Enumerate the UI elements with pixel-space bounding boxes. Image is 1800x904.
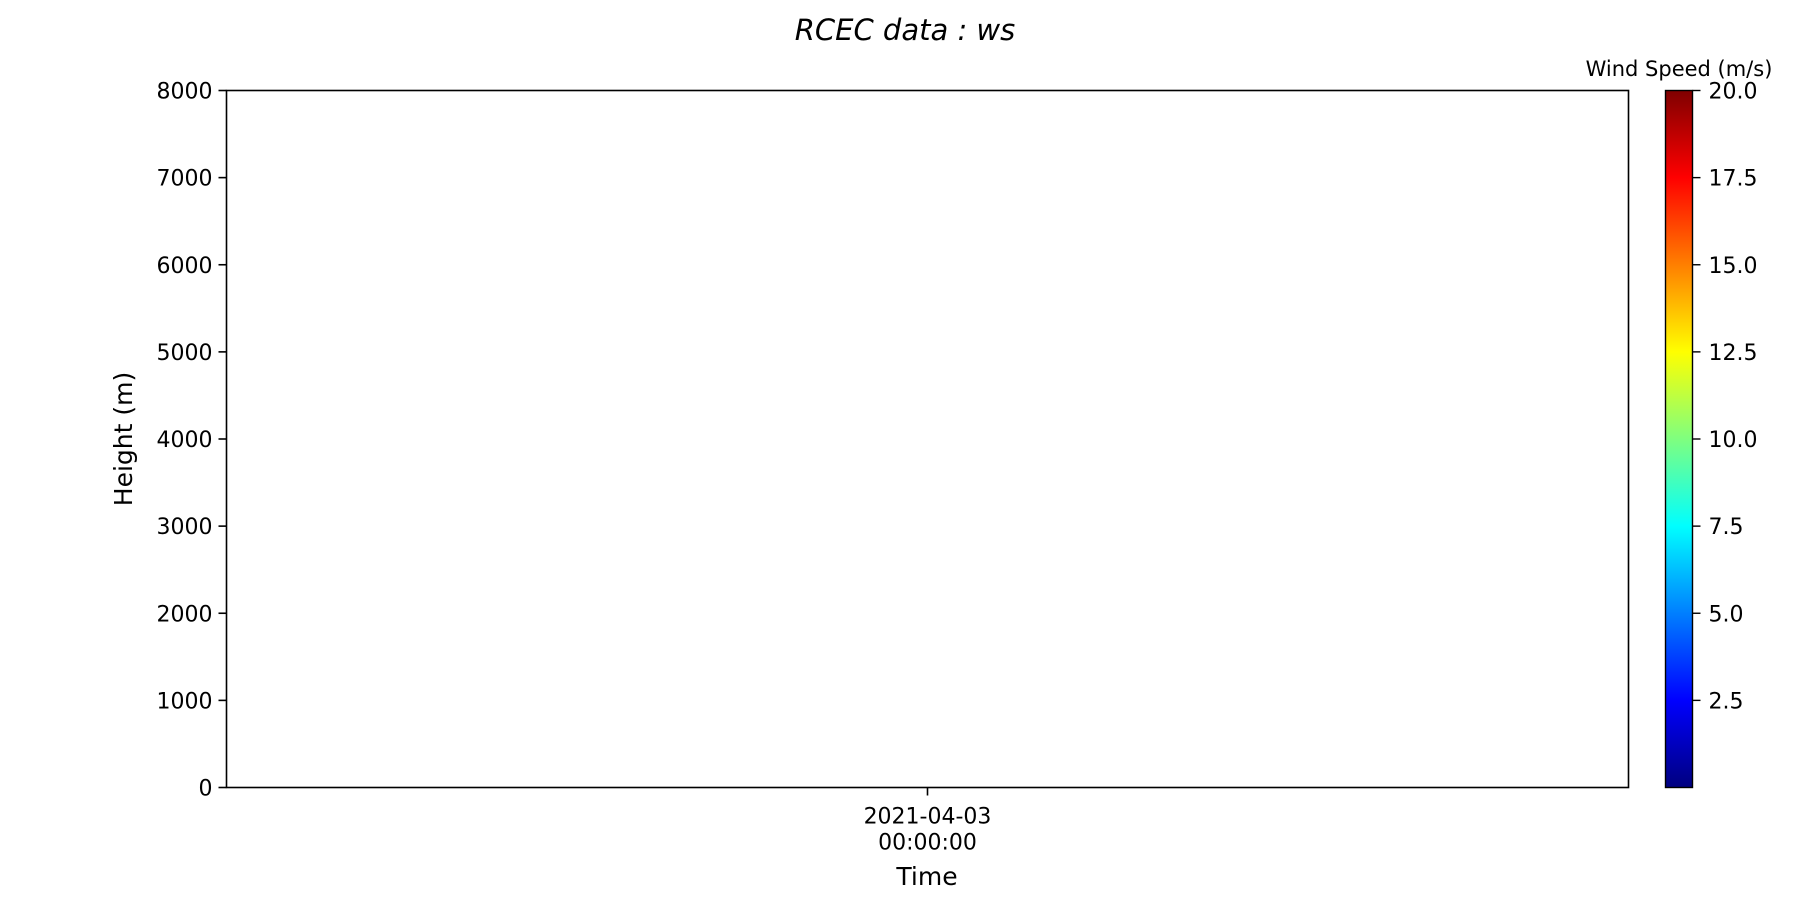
colorbar-tick-label: 12.5 [1709,341,1758,366]
chart-title: RCEC data : ws [795,13,1016,47]
colorbar-tick-label: 2.5 [1709,689,1744,714]
colorbar-tick-label: 7.5 [1709,515,1744,540]
y-axis-label: Height (m) [109,372,138,506]
colorbar-ticks: 2.5 5.0 7.5 10.0 12.5 15.0 17.5 20.0 [1692,80,1758,714]
x-tick-label-time: 00:00:00 [878,831,977,856]
x-tick-label-date: 2021-04-03 [864,805,992,830]
y-tick-label: 3000 [157,515,213,540]
y-tick-label: 6000 [157,254,213,279]
colorbar-tick-label: 5.0 [1709,602,1744,627]
y-tick-label: 8000 [157,80,213,105]
colorbar-tick-label: 10.0 [1709,428,1758,453]
y-tick-label: 4000 [157,428,213,453]
colorbar [1664,89,1694,789]
x-axis-label: Time [895,862,957,891]
colorbar-tick-label: 17.5 [1709,167,1758,192]
colorbar-tick-label: 20.0 [1709,80,1758,105]
y-tick-label: 2000 [157,602,213,627]
y-axis: 0 1000 2000 3000 4000 5000 6000 7000 8000 [157,80,227,802]
colorbar-tick-label: 15.0 [1709,254,1758,279]
y-tick-label: 7000 [157,167,213,192]
y-tick-label: 1000 [157,689,213,714]
colorbar-label: Wind Speed (m/s) [1586,57,1773,81]
plot-area [225,89,1630,789]
y-tick-label: 0 [199,777,213,802]
y-tick-label: 5000 [157,341,213,366]
